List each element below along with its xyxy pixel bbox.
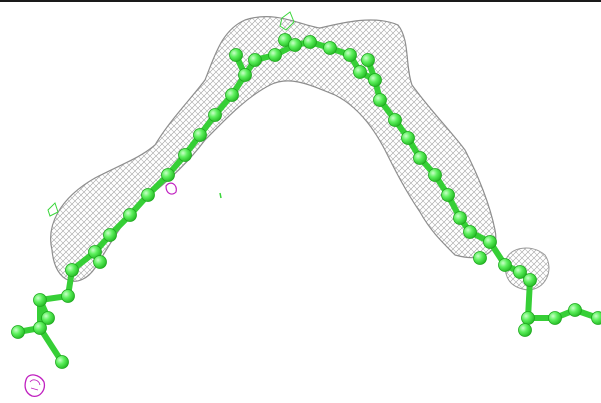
atom-sphere[interactable] [93, 255, 107, 269]
atom-sphere[interactable] [55, 355, 69, 369]
atom-sphere[interactable] [268, 48, 282, 62]
density-mesh-right-lobe [504, 247, 550, 291]
viewport-top-border [0, 0, 601, 2]
atom-sphere[interactable] [441, 188, 455, 202]
atom-sphere[interactable] [41, 311, 55, 325]
atom-sphere[interactable] [513, 265, 527, 279]
atom-sphere[interactable] [483, 235, 497, 249]
atom-sphere[interactable] [498, 258, 512, 272]
atom-sphere[interactable] [225, 88, 239, 102]
atom-sphere[interactable] [229, 48, 243, 62]
atom-sphere[interactable] [521, 311, 535, 325]
density-mesh-main [50, 16, 497, 282]
atom-sphere[interactable] [473, 251, 487, 265]
green-mesh-fragments [47, 11, 295, 217]
atom-sphere[interactable] [33, 293, 47, 307]
atom-sphere[interactable] [33, 321, 47, 335]
atom-sphere[interactable] [353, 65, 367, 79]
atom-sphere[interactable] [523, 273, 537, 287]
atom-sphere[interactable] [463, 225, 477, 239]
atom-sphere[interactable] [361, 53, 375, 67]
difference-blob-center [165, 182, 177, 195]
atoms [11, 33, 601, 369]
atom-sphere[interactable] [518, 323, 532, 337]
atom-sphere[interactable] [161, 168, 175, 182]
difference-blob-bottom-left [24, 374, 46, 397]
atom-sphere[interactable] [343, 48, 357, 62]
atom-sphere[interactable] [428, 168, 442, 182]
atom-sphere[interactable] [453, 211, 467, 225]
atom-sphere[interactable] [288, 38, 302, 52]
atom-sphere[interactable] [11, 325, 25, 339]
atom-sphere[interactable] [373, 93, 387, 107]
difference-blob-bottom-left-inner [29, 379, 41, 391]
atom-sphere[interactable] [178, 148, 192, 162]
atom-sphere[interactable] [193, 128, 207, 142]
atom-sphere[interactable] [401, 131, 415, 145]
atom-sphere[interactable] [123, 208, 137, 222]
atom-sphere[interactable] [238, 68, 252, 82]
atom-sphere[interactable] [568, 303, 582, 317]
atom-sphere[interactable] [368, 73, 382, 87]
atom-sphere[interactable] [303, 35, 317, 49]
atom-sphere[interactable] [548, 311, 562, 325]
green-fragment-left [47, 202, 59, 217]
green-fragment-top [279, 11, 295, 31]
atom-sphere[interactable] [388, 113, 402, 127]
atom-sphere[interactable] [248, 53, 262, 67]
atom-sphere[interactable] [65, 263, 79, 277]
atom-sphere[interactable] [323, 41, 337, 55]
atom-sphere[interactable] [413, 151, 427, 165]
electron-density-mesh [50, 16, 550, 291]
atom-sphere[interactable] [141, 188, 155, 202]
difference-density [24, 182, 177, 397]
atom-sphere[interactable] [208, 108, 222, 122]
atom-sphere[interactable] [103, 228, 117, 242]
atom-sphere[interactable] [61, 289, 75, 303]
atom-sphere[interactable] [591, 311, 601, 325]
